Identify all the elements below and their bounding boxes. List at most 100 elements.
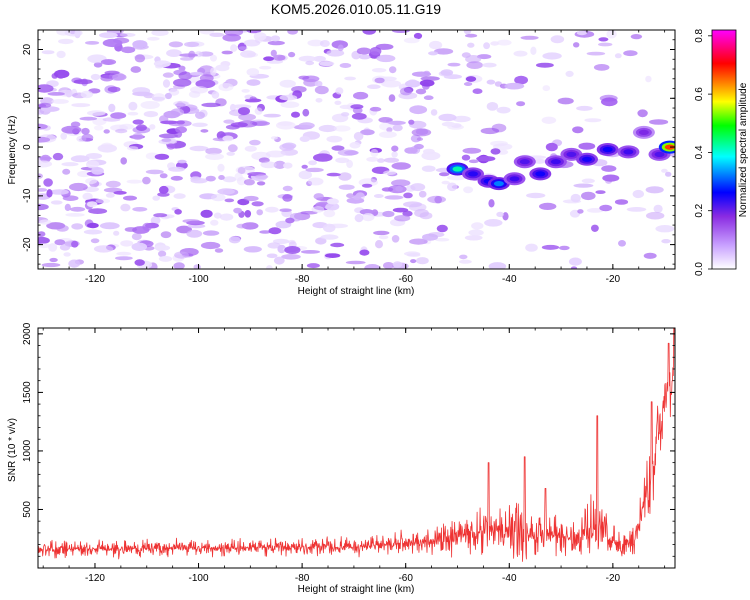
spectrogram-noise-cell [155,64,164,69]
spectrogram-noise-cell [190,71,204,76]
x-tick-label: -40 [502,274,517,285]
spectrogram-noise-cell [238,113,256,121]
spectrogram-noise-cell [333,125,351,132]
spectrogram-noise-cell [434,196,443,204]
spectrogram-noise-cell [375,43,394,50]
spectrogram-noise-cell [419,212,433,220]
spectrogram-noise-cell [249,139,261,146]
spectrogram-noise-cell [61,162,79,167]
spectrogram-noise-cell [145,169,164,175]
spectrogram-noise-cell [120,240,134,247]
spectrogram-noise-cell [438,113,457,122]
spectrogram-noise-cell [606,30,617,39]
spectrogram-noise-cell [119,123,134,130]
spectrogram-noise-cell [234,172,243,181]
spectrogram-noise-cell [570,266,578,269]
spectrogram-noise-cell [100,74,114,82]
spectrogram-noise-cell [581,191,596,201]
spectrogram-noise-cell [586,208,604,213]
spectrogram-noise-cell [298,122,315,129]
spectrogram-noise-cell [331,113,349,123]
spectrogram-noise-cell [244,210,252,218]
spectrogram-noise-cell [344,76,356,81]
spectrogram-noise-cell [655,225,675,233]
x-tick-label: -60 [398,274,413,285]
spectrogram-noise-cell [51,73,59,79]
spectrogram-noise-cell [88,208,108,215]
spectrogram-noise-cell [440,69,454,76]
spectrogram-noise-cell [73,79,93,85]
spectrogram-noise-cell [99,222,120,230]
spectrogram-noise-cell [102,38,123,48]
spectrogram-noise-cell [214,248,224,253]
spectrogram-noise-cell [179,53,198,57]
spectrogram-noise-cell [241,89,250,93]
spectrogram-noise-cell [346,193,355,199]
spectrogram-noise-cell [64,203,71,211]
spectrogram-noise-cell [436,224,448,233]
spectrogram-noise-cell [38,188,48,192]
snr-x-label: Height of straight line (km) [298,584,415,595]
spectrogram-noise-cell [85,41,100,45]
spectrogram-noise-cell [38,236,50,245]
spectrogram-noise-cell [265,150,286,158]
spectrogram-noise-cell [134,54,146,63]
spectrogram-noise-cell [386,127,393,133]
spectrogram-noise-cell [388,120,406,125]
spectrogram-noise-cell [211,91,220,99]
spectrogram-noise-cell [119,32,136,37]
spectrogram-noise-cell [279,94,298,101]
spectrogram-noise-cell [61,125,82,134]
spectrogram-noise-cell [233,207,243,214]
spectrogram-noise-cell [338,184,355,190]
spectrogram-noise-cell [228,236,241,244]
spectrogram-noise-cell [142,222,152,231]
spectrogram-noise-cell [416,137,423,141]
spectrogram-noise-cell [302,108,310,117]
spectrogram-noise-cell [218,83,234,92]
spectrogram-noise-cell [439,172,450,177]
spectrogram-noise-cell [132,119,144,125]
spectrogram-noise-cell [103,129,110,134]
spectrogram-noise-cell [190,178,208,184]
spectrogram-noise-cell [601,165,617,172]
spectrogram-noise-cell [288,51,296,58]
spectrogram-noise-cell [408,203,427,212]
spectrogram-noise-cell [471,222,484,230]
spectrogram-noise-cell [151,96,165,101]
spectrogram-noise-cell [326,198,339,205]
spectrogram-noise-cell [168,41,183,48]
spectrogram-noise-cell [361,183,373,188]
spectrogram-noise-cell [199,30,215,35]
spectrogram-noise-cell [49,189,69,195]
y-tick-label: 2000 [22,322,33,345]
spectrogram-noise-cell [150,216,161,225]
spectrogram-noise-cell [162,72,174,78]
spectrogram-noise-cell [337,149,358,156]
spectrogram-noise-cell [170,175,183,181]
spectrogram-noise-cell [319,40,330,47]
spectrogram-noise-cell [576,105,593,111]
y-tick-label: 20 [22,44,33,56]
spectrogram-noise-cell [173,193,186,199]
spectrogram-noise-cell [490,41,500,46]
spectrogram-noise-cell [383,157,400,163]
spectrogram-noise-cell [573,42,580,48]
spectrogram-noise-cell [151,30,169,36]
spectrogram-noise-cell [593,64,610,71]
spectrogram-noise-cell [244,145,257,152]
spectrogram-noise-cell [325,202,340,211]
spectrogram-noise-cell [381,187,394,192]
spectrogram-noise-cell [281,253,301,260]
spectrogram-noise-cell [350,104,364,110]
spectrogram-noise-cell [270,136,278,140]
spectrogram-noise-cell [541,116,557,125]
snr-y-label: SNR (10 * v/v) [7,418,18,482]
spectrogram-noise-cell [486,102,499,111]
spectrogram-noise-cell [86,160,100,169]
spectrogram-noise-cell [267,242,281,249]
spectrogram-noise-cell [97,144,118,153]
spectrogram-noise-cell [267,40,285,46]
spectrogram-noise-cell [158,255,173,262]
